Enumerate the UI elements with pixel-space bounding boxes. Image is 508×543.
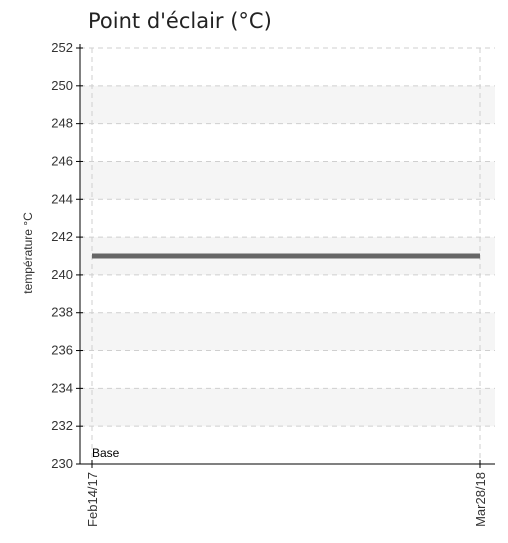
- base-annotation: Base: [92, 446, 120, 460]
- axes: [79, 44, 495, 465]
- y-tick-label: 236: [51, 343, 73, 358]
- x-tick-label: Mar28/18: [473, 472, 488, 527]
- y-tick-label: 244: [51, 191, 73, 206]
- y-tick-label: 232: [51, 418, 73, 433]
- grid-band: [80, 312, 495, 351]
- y-tick-label: 240: [51, 267, 73, 282]
- chart-title: Point d'éclair (°C): [88, 9, 272, 33]
- y-tick-label: 230: [51, 456, 73, 471]
- x-tick-label: Feb14/17: [85, 472, 100, 527]
- y-tick-label: 242: [51, 229, 73, 244]
- y-tick-label: 252: [51, 40, 73, 55]
- y-tick-label: 246: [51, 153, 73, 168]
- x-ticks: Feb14/17 Mar28/18: [85, 460, 488, 527]
- grid-bands: [80, 85, 495, 427]
- y-tick-label: 250: [51, 78, 73, 93]
- y-axis-label: température °C: [21, 212, 35, 294]
- grid-band: [80, 85, 495, 124]
- grid-band: [80, 161, 495, 200]
- y-ticks: 230 232 234 236 238 240 242 244 246 248 250 252: [51, 40, 83, 471]
- y-tick-label: 248: [51, 116, 73, 131]
- grid-band: [80, 388, 495, 427]
- y-tick-label: 234: [51, 380, 73, 395]
- y-tick-label: 238: [51, 305, 73, 320]
